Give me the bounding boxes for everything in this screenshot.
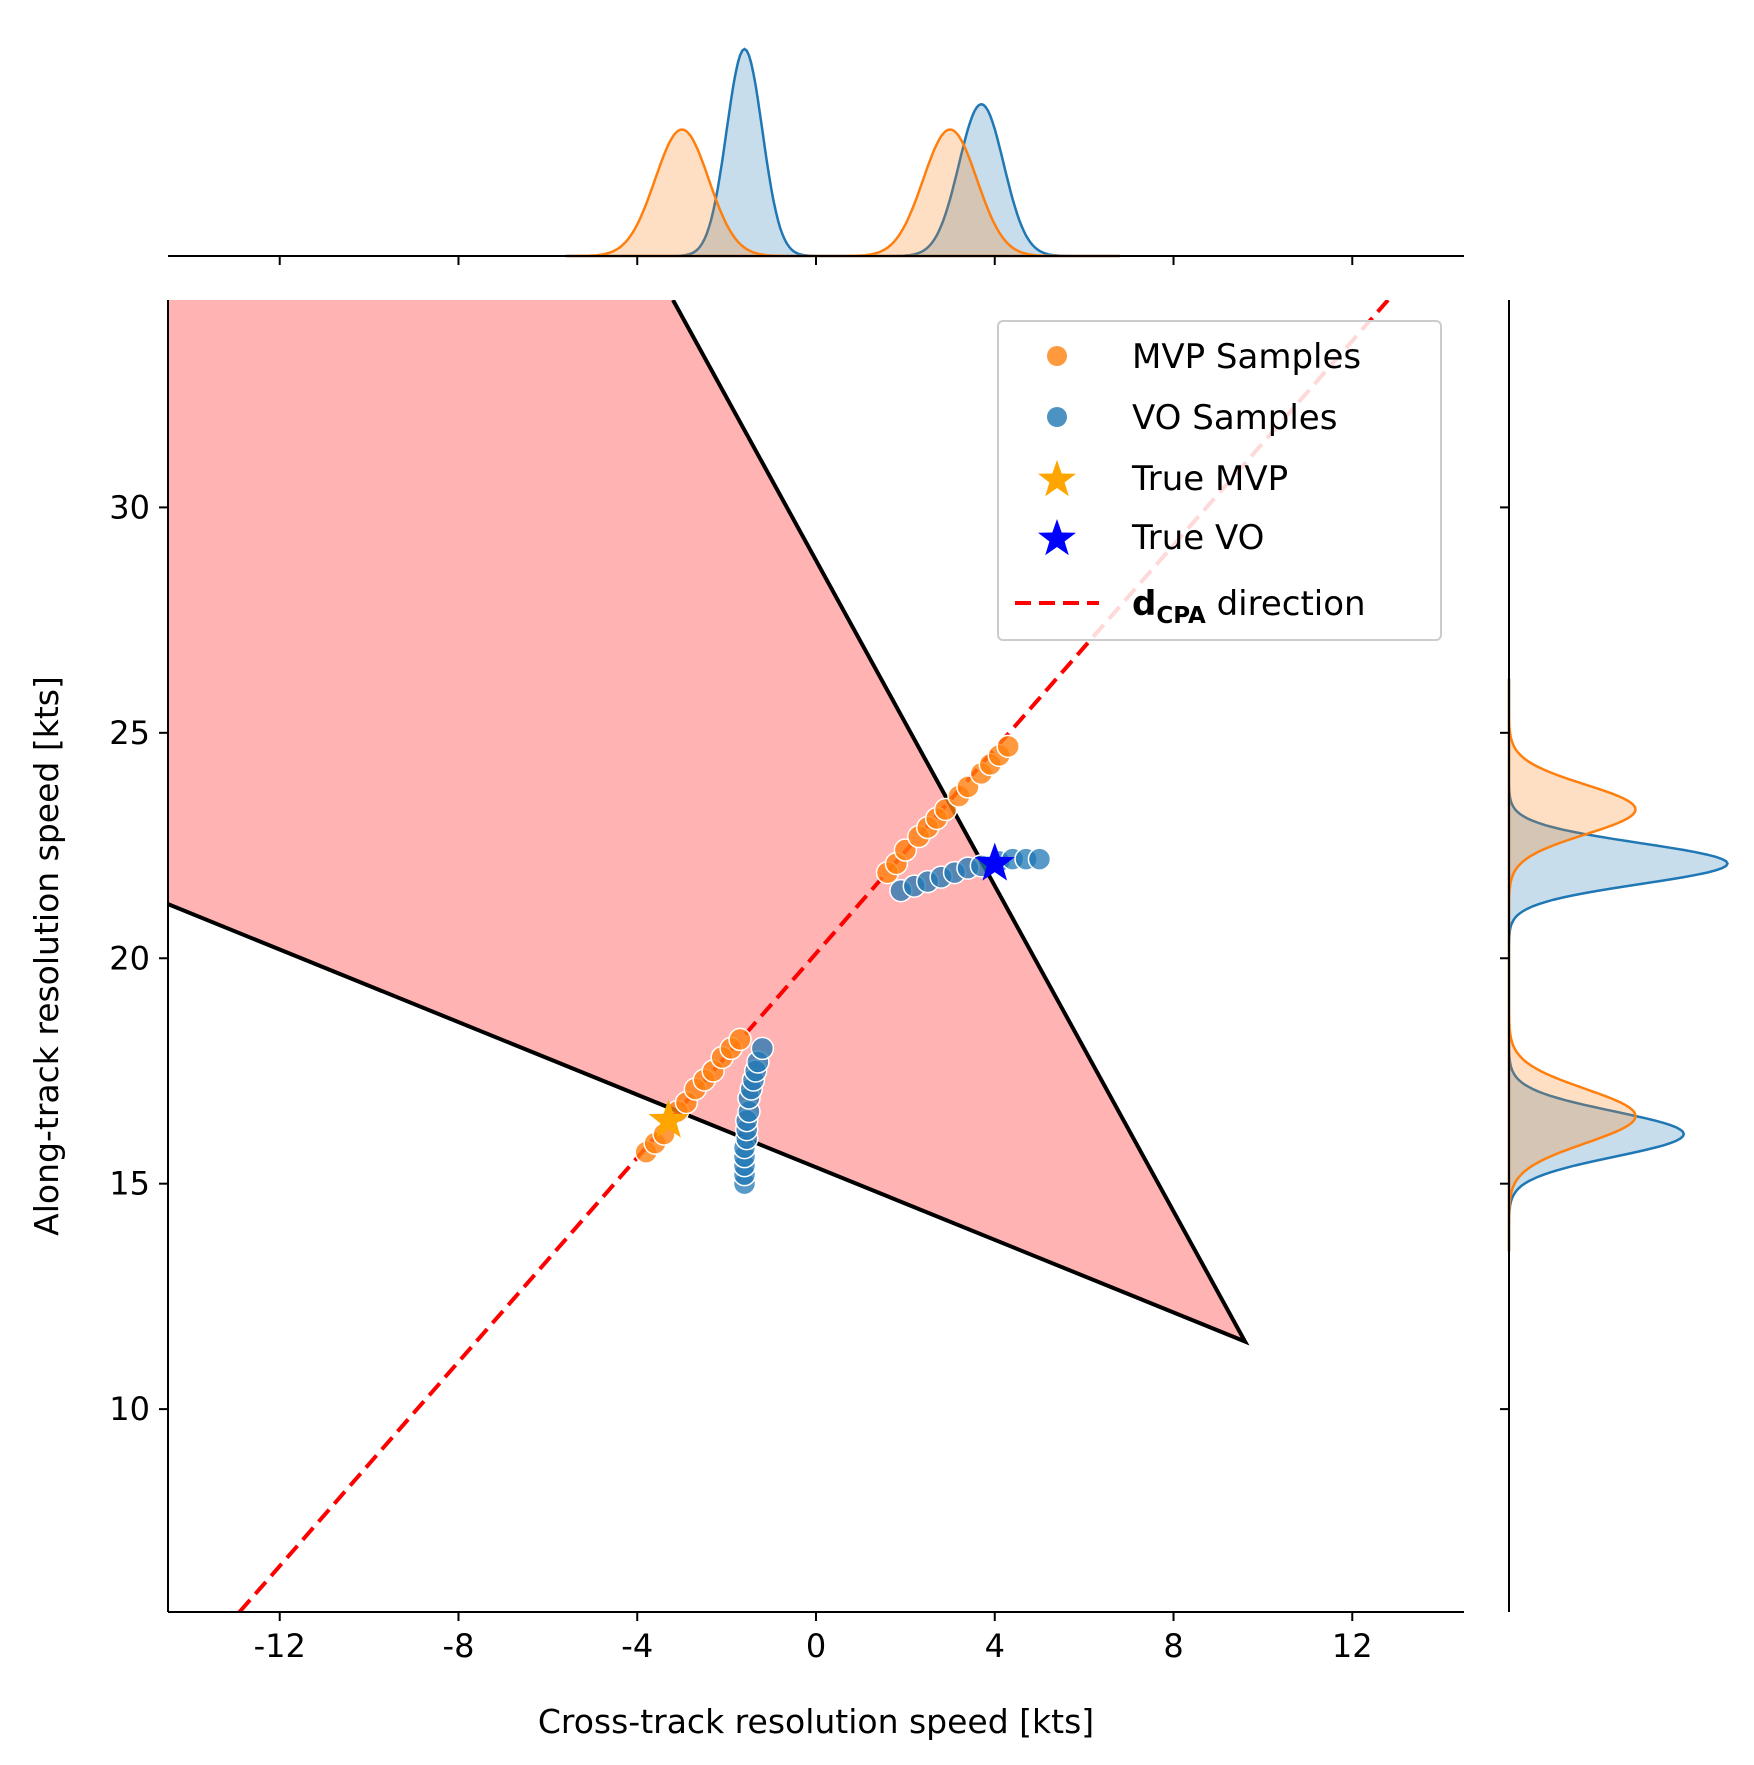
y-tick-label: 10 [109,1390,150,1428]
right-marginal-ticks [1500,506,1509,1411]
y-tick-label: 15 [109,1165,150,1203]
mvp-sample-point [728,1027,752,1052]
legend-true-vo-star [1038,519,1076,556]
vo-y-density [1507,678,1729,1252]
y-axis-label: Along-track resolution speed [kts] [27,676,66,1236]
top-marginal-ticks [278,256,1354,265]
y-tick-label: 20 [109,939,150,977]
x-tick-label: -4 [621,1627,653,1665]
y-tick-label: 25 [109,714,150,752]
legend-true-mvp-star [1038,460,1076,497]
y-axis-ticks: 10 15 20 25 30 [109,488,168,1428]
x-tick-label: -12 [254,1627,306,1665]
legend: MVP Samples VO Samples True MVP True VO … [997,320,1442,641]
legend-dcpa-label: dCPA direction [1132,584,1366,629]
x-tick-label: 8 [1163,1627,1183,1665]
legend-dcpa-sub: CPA [1156,603,1206,629]
legend-dcpa-rest: direction [1206,584,1366,624]
conflict-region-edge [168,300,1250,1346]
mvp-samples [634,734,1020,1164]
legend-vo-marker [1047,407,1067,427]
x-tick-label: 0 [806,1627,826,1665]
x-axis-label: Cross-track resolution speed [kts] [538,1702,1094,1741]
vo-sample-point [1027,847,1052,871]
true-mvp-star [648,1099,689,1138]
legend-true-vo-label: True VO [1131,518,1264,558]
x-axis-ticks: -12 -8 -4 0 4 8 12 [254,1612,1373,1665]
y-tick-label: 30 [109,488,150,526]
legend-mvp-label: MVP Samples [1132,337,1361,377]
right-marginal-kde [1500,300,1729,1612]
legend-vo-label: VO Samples [1132,398,1337,438]
top-marginal-kde [168,47,1464,265]
x-tick-label: 12 [1332,1627,1373,1665]
legend-mvp-marker [1047,346,1067,366]
conflict-region [168,300,1246,1342]
legend-frame [997,320,1442,641]
main-plot: -12 -8 -4 0 4 8 12 10 15 20 25 30 Cross-track reso… [27,300,1464,1741]
mvp-sample-point [996,734,1020,759]
x-tick-label: -8 [443,1627,475,1665]
vo-samples [732,847,1052,1196]
vo-sample-point [750,1036,775,1061]
mvp-x-density [565,128,1120,258]
true-vo-star [974,842,1015,881]
legend-dcpa-bold: d [1132,584,1156,624]
x-tick-label: 4 [985,1627,1005,1665]
legend-true-mvp-label: True MVP [1131,459,1288,499]
